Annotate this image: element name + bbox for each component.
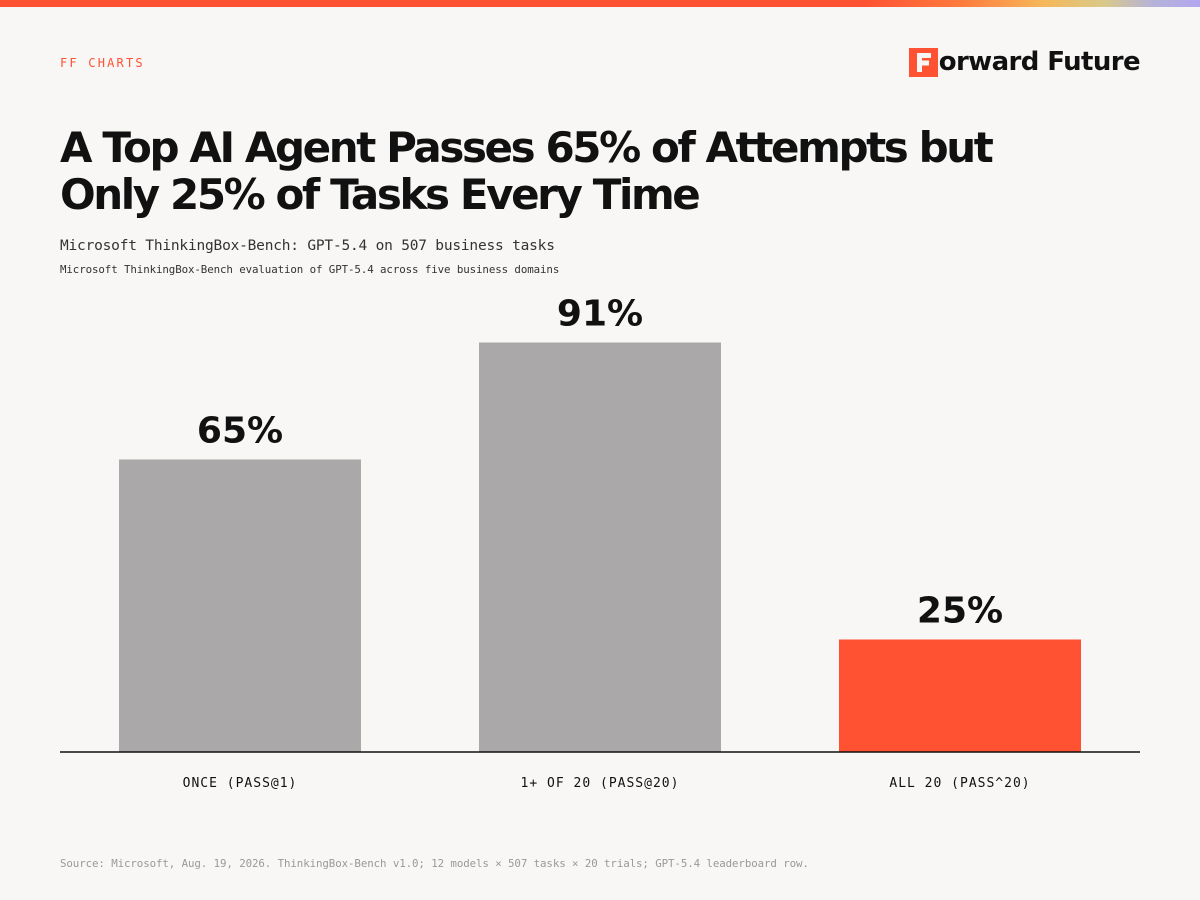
top-gradient-bar: [0, 0, 1200, 7]
chart-description: Microsoft ThinkingBox-Bench evaluation o…: [60, 263, 560, 276]
chart-title: A Top AI Agent Passes 65% of Attempts bu…: [60, 124, 1140, 218]
forward-future-logo: orward Future: [908, 47, 1141, 77]
forward-future-logo-icon: [908, 47, 938, 77]
chart-title-line-2: Only 25% of Tasks Every Time: [60, 170, 701, 219]
category-label-2: 1+ OF 20 (PASS@20): [521, 776, 680, 791]
chart-title-line-1: A Top AI Agent Passes 65% of Attempts bu…: [60, 123, 994, 172]
bar-value-label-1: 65%: [197, 411, 283, 452]
bar-value-label-3: 25%: [917, 591, 1003, 632]
category-label-1: ONCE (PASS@1): [183, 776, 298, 791]
ff-charts-kicker: FF CHARTS: [60, 56, 145, 70]
bar-value-label-2: 91%: [557, 294, 643, 335]
bar-2: [479, 342, 721, 752]
category-label-3: ALL 20 (PASS^20): [889, 776, 1030, 791]
source-note: Source: Microsoft, Aug. 19, 2026. Thinki…: [60, 857, 809, 870]
chart-subtitle: Microsoft ThinkingBox-Bench: GPT-5.4 on …: [60, 238, 555, 254]
brand-name: orward Future: [938, 47, 1141, 77]
bar-1: [119, 459, 361, 752]
bar-3: [839, 639, 1081, 752]
